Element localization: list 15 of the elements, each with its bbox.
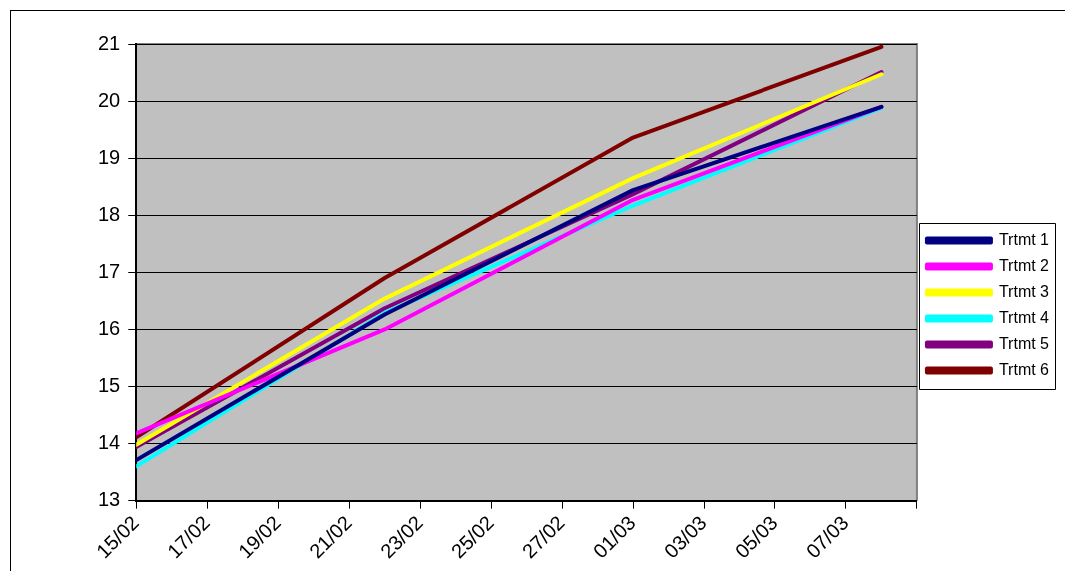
y-tick-label: 20 (98, 88, 121, 111)
y-tick-label: 17 (98, 259, 121, 282)
legend-label: Trtmt 2 (998, 256, 1050, 274)
y-tick-label: 18 (98, 202, 121, 225)
legend-label: Trtmt 4 (998, 308, 1050, 326)
y-tick-label: 15 (98, 374, 121, 396)
y-tick-label: 21 (98, 31, 121, 54)
y-tick-label: 16 (98, 316, 121, 339)
legend-label: Trtmt 6 (998, 360, 1050, 378)
y-tick-label: 14 (98, 431, 121, 454)
y-tick-label: 13 (98, 488, 121, 511)
y-tick-label: 19 (98, 145, 121, 168)
legend-label: Trtmt 5 (998, 334, 1050, 352)
legend-label: Trtmt 1 (998, 230, 1050, 248)
legend-label: Trtmt 3 (998, 282, 1050, 300)
